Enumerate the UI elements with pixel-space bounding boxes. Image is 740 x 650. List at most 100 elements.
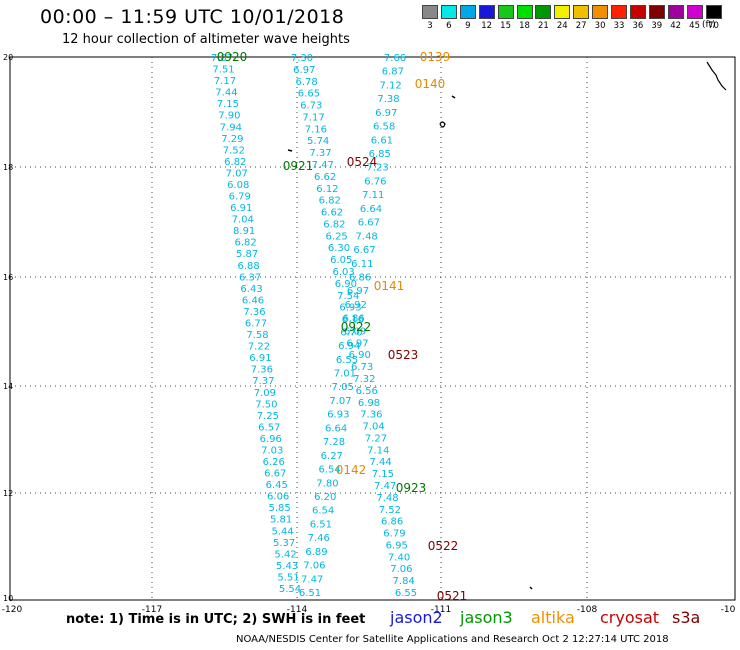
pass-label: 0142 [336,463,367,477]
wave-height-value: 7.51 [212,65,234,76]
wave-height-value: 7.48 [376,493,398,504]
scale-unit-label: (ft) [702,20,716,30]
map-frame [9,56,736,601]
scale-label: 3 [427,21,433,31]
scale-swatch [705,5,722,19]
scale-swatch [667,5,684,19]
pass-label: 0523 [388,348,419,362]
wave-height-value: 7.11 [362,190,384,201]
wave-height-value: 6.86 [381,517,403,528]
y-tick-label: 16 [3,273,13,282]
x-tick-label: -114 [287,605,308,615]
scale-label: 36 [632,21,644,31]
wave-height-value: 7.07 [211,53,233,64]
y-tick-label: 12 [3,489,13,498]
wave-height-value: 6.97 [347,286,369,297]
scale-swatch [440,5,457,19]
wave-height-value: 7.36 [360,410,382,421]
satellite-name: cryosat [600,608,660,627]
wave-height-value: 6.95 [386,540,408,551]
scale-swatch [648,5,665,19]
scale-label: 42 [670,21,682,31]
wave-height-value: 6.67 [358,218,380,229]
wave-height-value: 6.89 [305,547,327,558]
wave-height-value: 6.25 [326,231,348,242]
wave-height-value: 6.12 [316,184,338,195]
wave-height-value: 6.51 [299,588,321,599]
wave-height-value: 7.44 [215,88,237,99]
pass-labels: 0139 0140 0920 0921 0524 0141 0922 0523 0142 0923… [217,50,468,603]
wave-height-value: 7.07 [329,396,351,407]
scale-label: 21 [537,21,549,31]
wave-height-value: 7.27 [365,433,387,444]
wave-height-value: 7.32 [353,374,375,385]
wave-height-value: 7.03 [261,445,283,456]
wave-height-value: 7.66 [384,53,406,64]
wave-height-value: 6.91 [230,203,252,214]
wave-height-value: 6.20 [314,492,336,503]
wave-height-value: 6.27 [321,451,343,462]
wave-height-value: 6.67 [353,245,375,256]
wave-height-value: 7.84 [393,576,415,587]
y-tick-label: 18 [3,163,13,172]
wave-height-value: 7.04 [363,422,385,433]
wave-height-value: 6.55 [395,588,417,599]
wave-height-value: 7.36 [243,307,265,318]
wave-height-value: 6.87 [382,67,404,78]
wave-height-value: 6.51 [310,519,332,530]
pass-label: 0921 [283,159,314,173]
wave-height-value: 7.58 [246,330,268,341]
y-tick-label: 14 [3,382,13,391]
scale-label: 15 [500,21,511,31]
scale-label: 12 [481,21,493,31]
wave-height-value: 7.44 [369,457,391,468]
wave-height-value: 7.14 [367,445,389,456]
wave-height-value: 6.37 [239,272,261,283]
wave-height-value: 7.15 [372,469,394,480]
wave-height-value: 7.28 [323,437,345,448]
wave-height-value: 5.44 [271,526,293,537]
wave-height-value: 6.88 [237,261,259,272]
wave-height-value: 7.90 [218,111,240,122]
wave-height-value: 6.97 [293,65,315,76]
footnote: note: 1) Time is in UTC; 2) SWH is in fe… [66,612,366,627]
wave-height-value: 6.85 [369,149,391,160]
wave-height-value: 7.36 [251,365,273,376]
wave-height-value: 6.30 [328,243,350,254]
wave-height-value: 7.05 [332,382,354,393]
wave-height-value: 7.16 [305,124,327,135]
wave-height-value: 6.16 [342,315,364,326]
wave-height-value: 6.90 [349,350,371,361]
lat-lon-grid [10,57,735,600]
wave-height-value: 6.70 [340,327,362,338]
wave-height-value: 5.42 [274,549,296,560]
wave-height-value: 7.47 [312,160,334,171]
x-tick-label: -10 [721,605,736,615]
scale-swatch [535,5,552,19]
wave-height-value: 7.47 [374,481,396,492]
wave-height-value: 5.74 [307,136,329,147]
y-tick-label: 10 [3,594,13,603]
wave-height-value: 6.46 [242,295,264,306]
scale-swatch [554,5,571,19]
satellite-name: altika [531,608,575,627]
wave-height-value: 6.78 [295,77,317,88]
wave-height-value: 6.94 [338,341,360,352]
pass-label: 0139 [420,50,451,64]
wave-height-value: 8.91 [233,226,255,237]
scale-label: 24 [556,21,568,31]
pass-label: 0522 [428,539,459,553]
scale-swatch [573,5,590,19]
wave-height-value: 6.91 [249,353,271,364]
scale-swatch [629,5,646,19]
wave-height-value: 6.56 [356,386,378,397]
scale-swatch [686,5,703,19]
wave-height-value: 5.81 [270,515,292,526]
wave-height-value: 6.65 [298,89,320,100]
pass-label: 0140 [415,77,446,91]
scale-swatch [459,5,476,19]
track-c-values: 7.66 6.87 7.12 7.38 6.97 6.58 6.61 6.85 7.23 6.76… [299,53,406,599]
wave-height-value: 6.98 [358,398,380,409]
map-title: 00:00 – 11:59 UTC 10/01/2018 [40,6,345,28]
